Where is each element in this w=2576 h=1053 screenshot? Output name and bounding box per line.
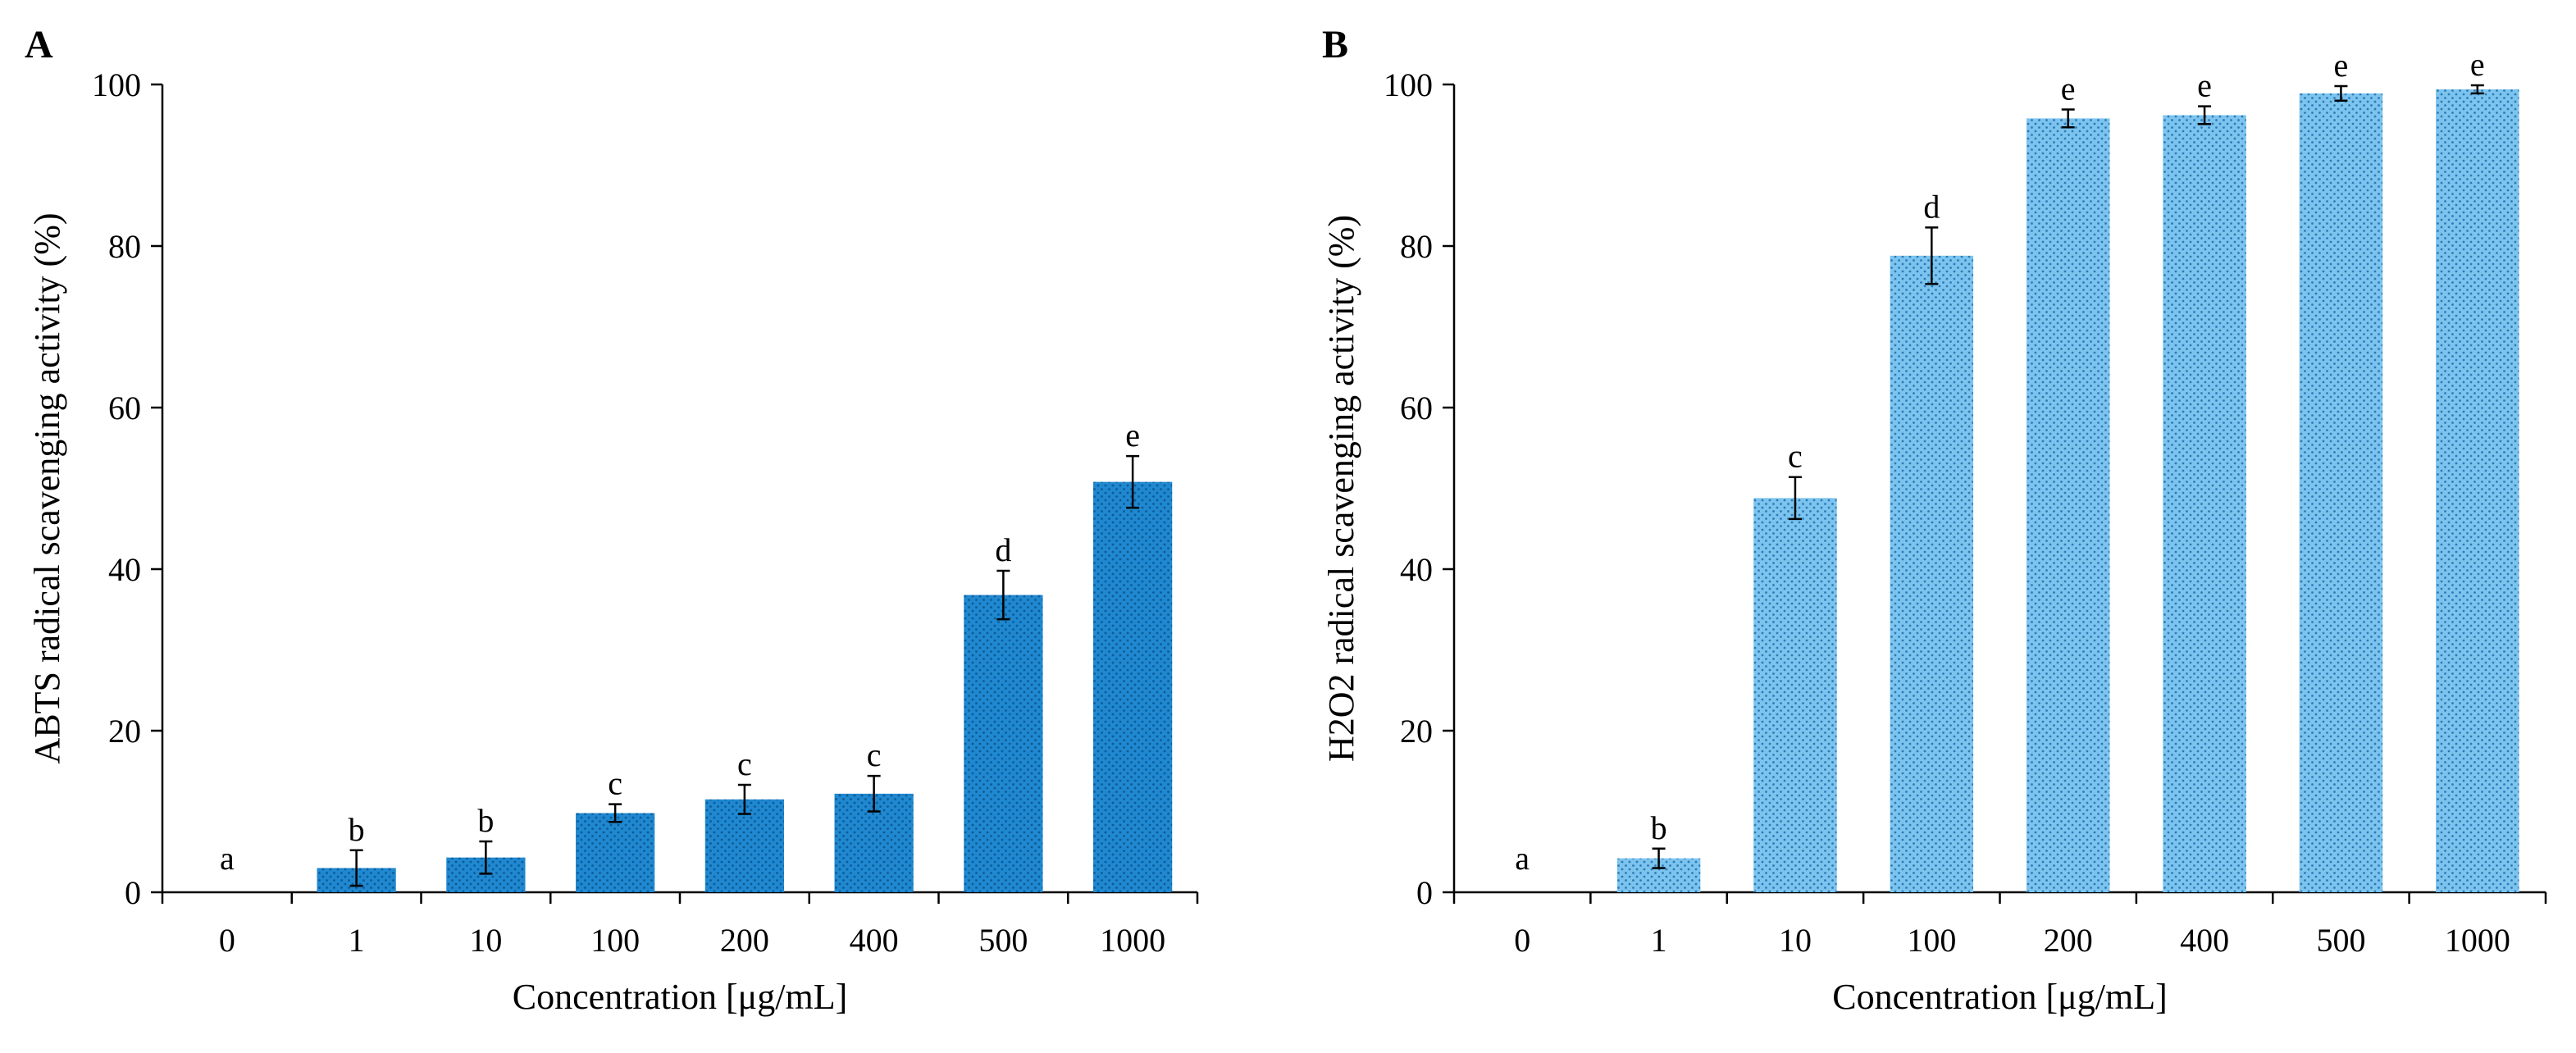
- bar-500: [964, 595, 1043, 892]
- y-tick-label: 60: [108, 390, 141, 426]
- y-tick-label: 0: [1416, 874, 1433, 911]
- significance-label: c: [1788, 438, 1803, 475]
- significance-label: a: [1515, 840, 1530, 877]
- significance-label: c: [737, 745, 752, 782]
- error-bar-100: [609, 803, 622, 823]
- significance-label: d: [995, 531, 1011, 568]
- bar-500: [2299, 93, 2383, 892]
- x-tick-label: 1000: [2445, 922, 2510, 959]
- x-tick-label: 10: [1779, 922, 1812, 959]
- error-bar-1: [1652, 847, 1666, 869]
- significance-label: e: [2061, 71, 2076, 107]
- error-bar-10: [479, 840, 493, 875]
- panel-label: B: [1322, 23, 1348, 66]
- y-tick-label: 20: [1400, 713, 1433, 750]
- panel-B: B 0 20 40 60 80 100 a 0 b 1 c 10 d 100 e 200 e 400 e 500 e 100…: [1321, 23, 2547, 1017]
- x-tick-label: 400: [2180, 922, 2229, 959]
- x-tick-label: 400: [850, 922, 899, 959]
- bar-100: [1890, 255, 1974, 892]
- error-bar-10: [1788, 476, 1802, 521]
- bar-200: [2026, 118, 2110, 892]
- x-tick-label: 500: [2316, 922, 2365, 959]
- y-tick-label: 40: [108, 551, 141, 588]
- y-tick-label: 80: [1400, 228, 1433, 265]
- significance-label: b: [1651, 809, 1667, 846]
- bar-1000: [1093, 481, 1173, 892]
- bar-10: [1753, 498, 1837, 892]
- panel-A: A 0 20 40 60 80 100 a 0 b 1 b 10 c 100 c 200 c 400 d 500 e 100…: [25, 23, 1199, 1017]
- y-axis-title: ABTS radical scavenging activity (%): [27, 212, 67, 764]
- x-tick-label: 0: [219, 922, 235, 959]
- y-tick-label: 100: [92, 66, 141, 103]
- error-bar-500: [2334, 84, 2348, 102]
- x-tick-label: 200: [2044, 922, 2093, 959]
- significance-label: b: [349, 811, 365, 848]
- bar-400: [2163, 115, 2246, 892]
- y-tick-label: 100: [1384, 66, 1433, 103]
- x-tick-label: 0: [1514, 922, 1530, 959]
- bar-100: [576, 813, 655, 892]
- x-tick-label: 1000: [1100, 922, 1165, 959]
- bar-1000: [2436, 89, 2519, 892]
- error-bar-400: [2198, 105, 2212, 125]
- y-tick-label: 0: [125, 874, 141, 911]
- error-bar-1000: [1126, 454, 1140, 509]
- x-tick-label: 10: [469, 922, 502, 959]
- y-tick-label: 40: [1400, 551, 1433, 588]
- y-axis-title: H2O2 radical scavenging activity (%): [1321, 215, 1361, 762]
- x-tick-label: 100: [1907, 922, 1956, 959]
- x-tick-label: 1: [1651, 922, 1667, 959]
- error-bar-1: [349, 849, 363, 887]
- significance-label: e: [2470, 46, 2485, 83]
- error-bar-100: [1925, 226, 1939, 285]
- error-bar-1000: [2470, 84, 2484, 95]
- error-bar-200: [737, 783, 751, 815]
- y-tick-label: 80: [108, 228, 141, 265]
- significance-label: a: [220, 840, 235, 877]
- x-tick-label: 1: [349, 922, 365, 959]
- panel-label: A: [25, 23, 53, 66]
- significance-label: e: [2334, 47, 2349, 84]
- significance-label: e: [1125, 417, 1140, 454]
- significance-label: c: [608, 765, 622, 802]
- x-tick-label: 500: [978, 922, 1028, 959]
- error-bar-400: [867, 774, 881, 813]
- x-axis-title: Concentration [μg/mL]: [513, 977, 847, 1017]
- x-axis-title: Concentration [μg/mL]: [1832, 977, 2167, 1017]
- significance-label: d: [1923, 188, 1940, 225]
- x-tick-label: 100: [590, 922, 640, 959]
- error-bar-500: [996, 569, 1010, 621]
- y-tick-label: 20: [108, 713, 141, 750]
- significance-label: b: [477, 802, 494, 839]
- x-tick-label: 200: [720, 922, 769, 959]
- y-tick-label: 60: [1400, 390, 1433, 426]
- significance-label: e: [2197, 67, 2212, 104]
- significance-label: c: [867, 736, 882, 773]
- error-bar-200: [2061, 108, 2075, 129]
